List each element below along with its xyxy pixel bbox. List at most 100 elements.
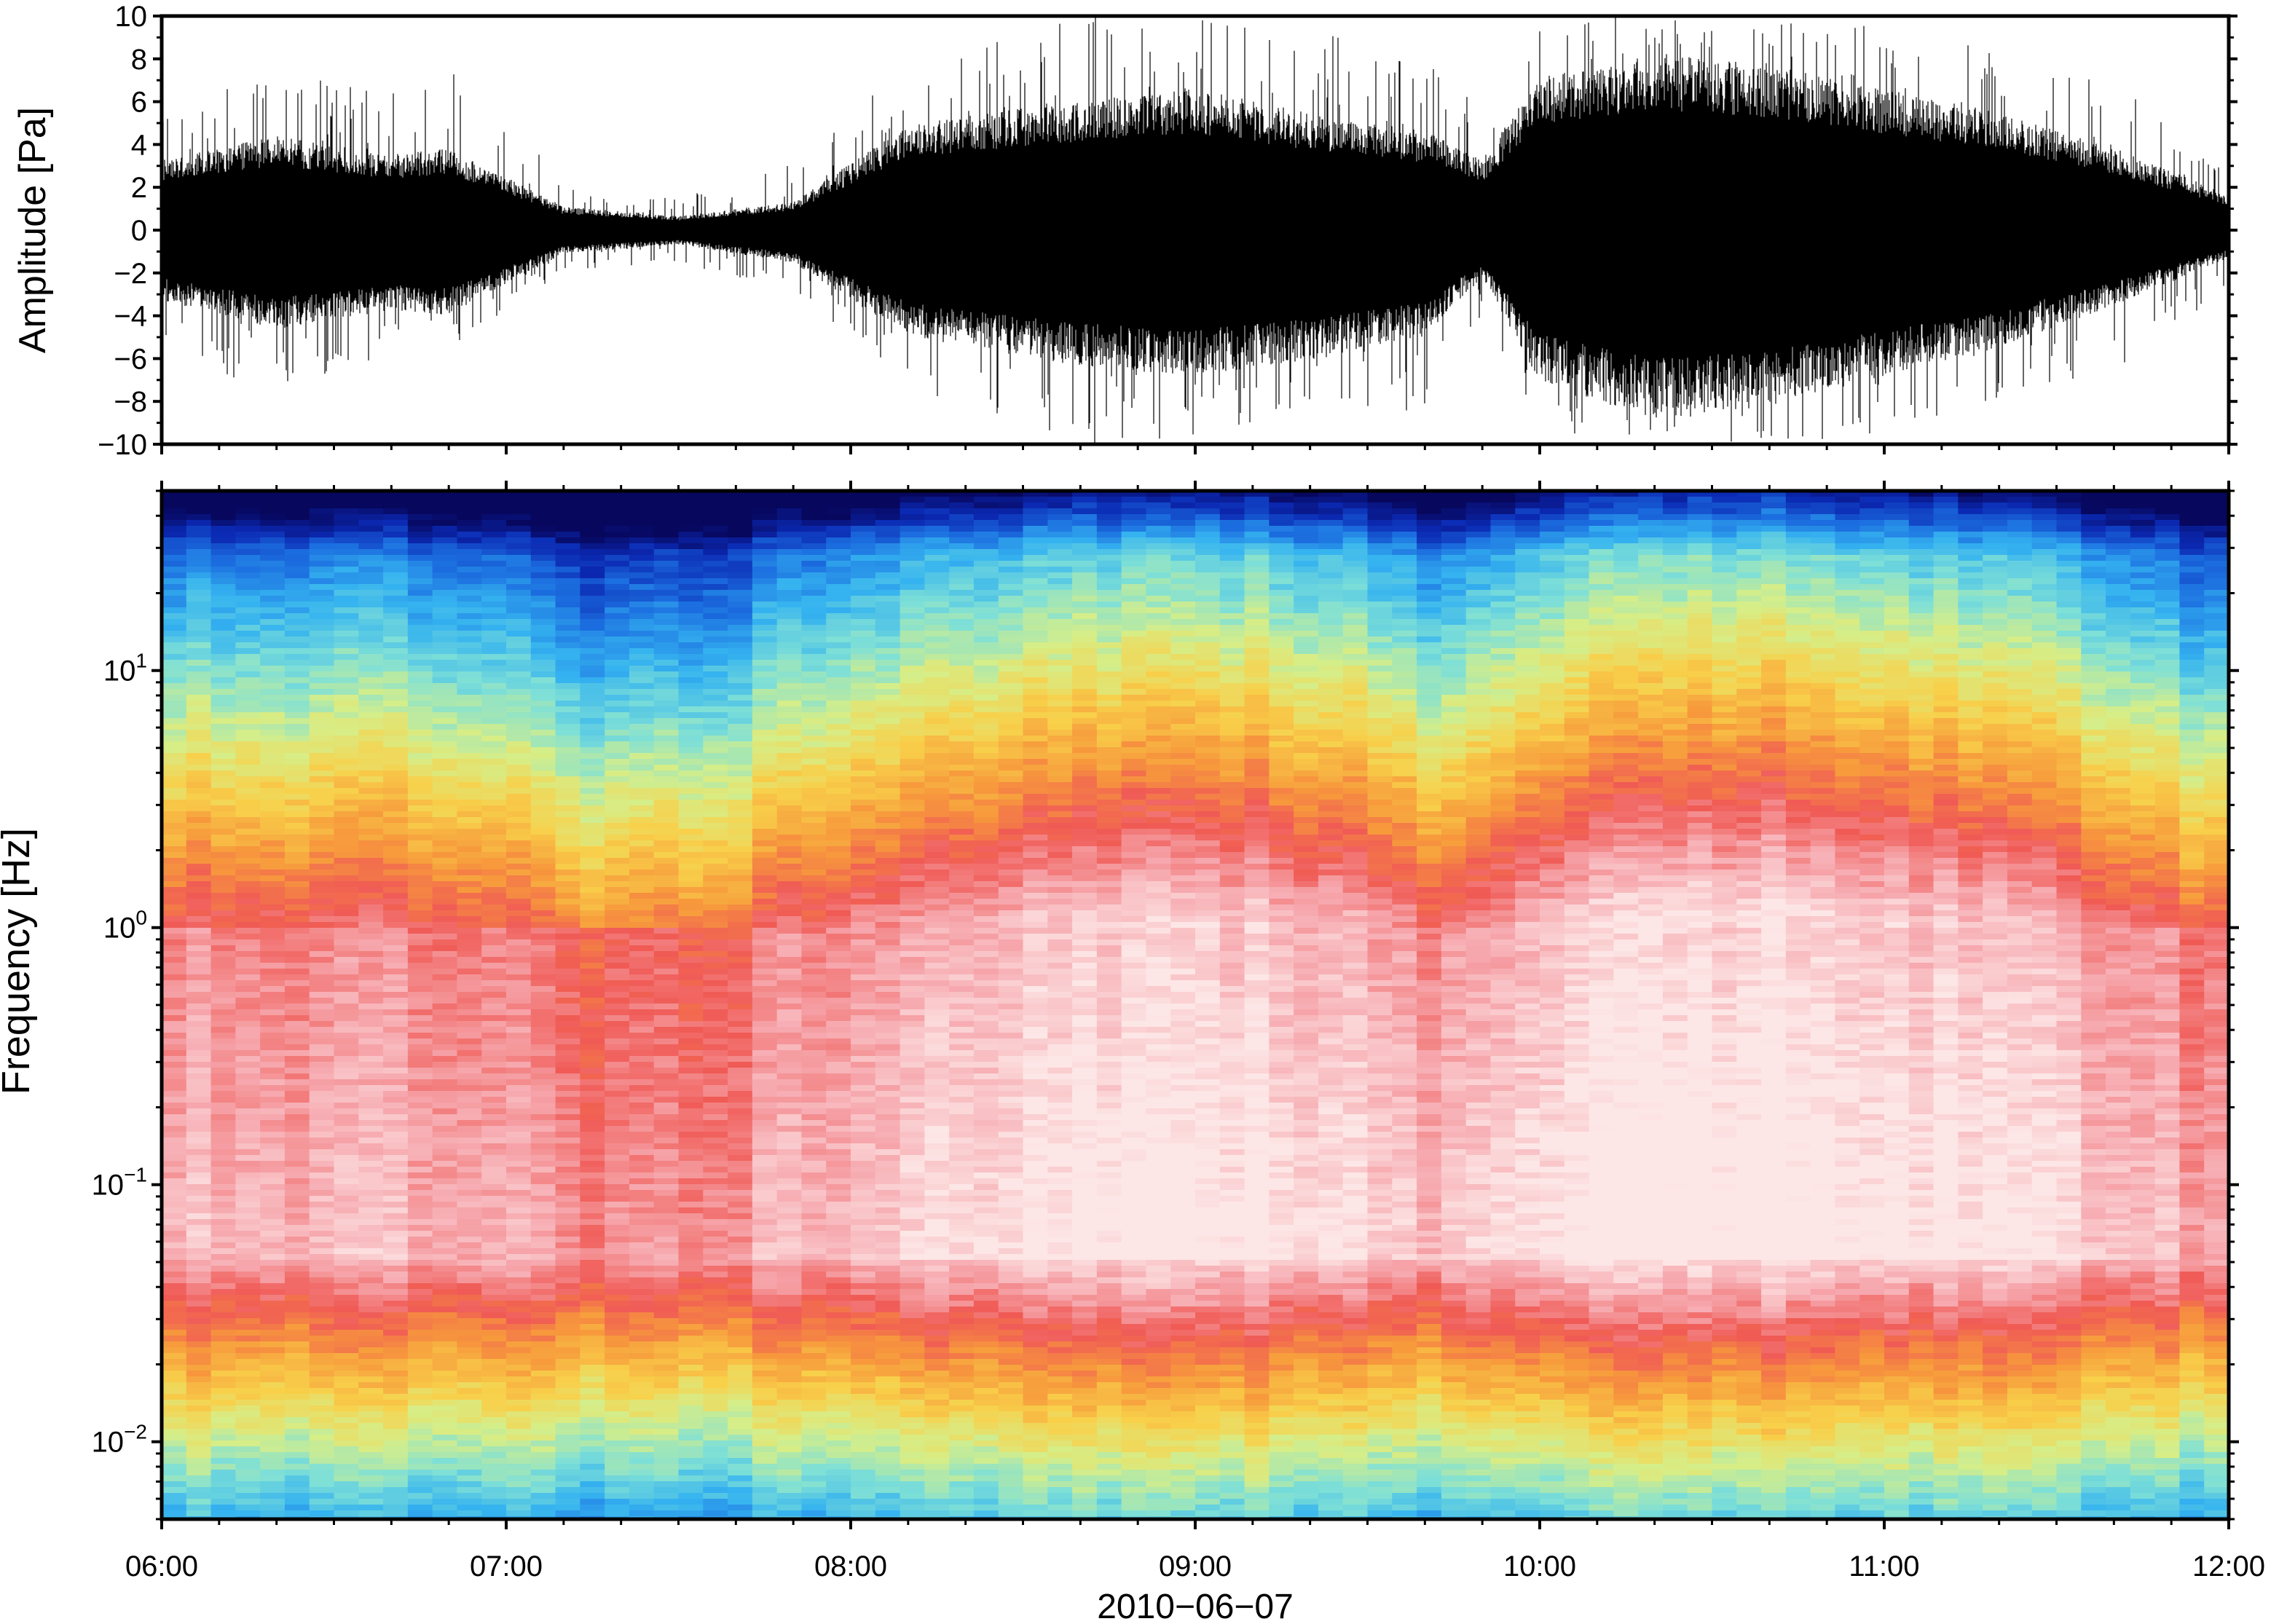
spectrogram-cell (334, 1365, 360, 1371)
spectrogram-cell (801, 1487, 827, 1494)
spectrogram-cell (678, 572, 704, 579)
spectrogram-cell (826, 695, 851, 701)
spectrogram-cell (162, 642, 187, 649)
spectrogram-cell (653, 1318, 680, 1325)
spectrogram-cell (260, 1295, 286, 1301)
spectrogram-cell (334, 998, 360, 1004)
spectrogram-cell (235, 497, 261, 503)
spectrogram-cell (457, 724, 483, 730)
spectrogram-cell (481, 602, 507, 608)
spectrogram-cell (260, 1423, 286, 1430)
spectrogram-cell (235, 1126, 261, 1132)
spectrogram-cell (186, 654, 212, 661)
spectrogram-cell (555, 782, 581, 789)
spectrogram-cell (678, 497, 704, 503)
spectrogram-cell (580, 508, 605, 515)
spectrogram-cell (629, 561, 655, 567)
spectrogram-cell (309, 974, 335, 981)
spectrogram-cell (284, 817, 310, 824)
spectrogram-cell (309, 636, 335, 643)
spectrogram-cell (678, 1225, 704, 1231)
spectrogram-cell (653, 805, 680, 812)
spectrogram-cell (457, 805, 483, 812)
spectrogram-cell (703, 671, 728, 678)
spectrogram-cell (555, 654, 581, 661)
spectrogram-cell (432, 1452, 458, 1459)
spectrogram-cell (629, 1406, 655, 1412)
spectrogram-cell (334, 1079, 360, 1086)
spectrogram-cell (653, 730, 680, 736)
spectrogram-cell (162, 712, 187, 719)
spectrogram-cell (260, 1184, 286, 1191)
spectrogram-cell (703, 1499, 728, 1505)
spectrogram-cell (407, 858, 433, 864)
spectrogram-cell (752, 1487, 778, 1494)
spectrogram-cell (506, 1044, 532, 1051)
spectrogram-cell (752, 1429, 778, 1435)
spectrogram-cell (728, 607, 753, 614)
spectrogram-cell (752, 1132, 778, 1138)
spectrogram-cell (530, 718, 556, 725)
spectrogram-cell (383, 561, 409, 567)
spectrogram-cell (776, 1138, 803, 1144)
spectrogram-cell (457, 1207, 483, 1214)
spectrogram-cell (260, 1301, 286, 1307)
spectrogram-cell (826, 788, 851, 795)
spectrogram-cell (407, 1073, 433, 1080)
spectrogram-cell (383, 858, 409, 864)
spectrogram-cell (629, 1242, 655, 1249)
spectrogram-cell (235, 963, 261, 969)
spectrogram-cell (605, 526, 630, 532)
spectrogram-cell (580, 514, 605, 521)
spectrogram-cell (801, 1126, 827, 1132)
spectrogram-cell (506, 747, 532, 754)
spectrogram-cell (752, 782, 778, 789)
spectrogram-cell (752, 555, 778, 561)
spectrogram-cell (284, 631, 310, 637)
spectrogram-cell (752, 753, 778, 760)
spectrogram-cell (481, 753, 507, 760)
spectrogram-cell (432, 1475, 458, 1482)
spectrogram-cell (309, 1056, 335, 1063)
spectrogram-cell (752, 1266, 778, 1272)
spectrogram-cell (309, 864, 335, 870)
spectrogram-cell (580, 776, 605, 783)
spectrogram-cell (605, 1487, 630, 1494)
spectrogram-cell (728, 1411, 753, 1418)
spectrogram-cell (530, 526, 556, 532)
spectrogram-cell (260, 1225, 286, 1231)
spectrogram-cell (284, 1330, 310, 1336)
spectrogram-cell (358, 584, 384, 591)
spectrogram-cell (284, 1324, 310, 1331)
spectrogram-cell (284, 666, 310, 672)
spectrogram-cell (481, 1336, 507, 1342)
spectrogram-cell (605, 1452, 630, 1459)
spectrogram-cell (383, 1336, 409, 1342)
spectrogram-cell (210, 520, 237, 527)
spectrogram-cell (826, 916, 851, 923)
spectrogram-cell (260, 910, 286, 917)
spectrogram-cell (358, 963, 384, 969)
spectrogram-cell (653, 1306, 680, 1313)
spectrogram-cell (407, 602, 433, 608)
spectrogram-cell (481, 730, 507, 736)
spectrogram-cell (826, 870, 851, 876)
spectrogram-cell (776, 1044, 803, 1051)
spectrogram-cell (678, 1132, 704, 1138)
spectrogram-cell (383, 1505, 409, 1511)
spectrogram-cell (580, 491, 605, 497)
spectrogram-cell (776, 1318, 803, 1325)
spectrogram-cell (530, 1044, 556, 1051)
spectrogram-cell (826, 724, 851, 730)
spectrogram-cell (358, 1190, 384, 1197)
spectrogram-cell (334, 1458, 360, 1465)
spectrogram-cell (530, 613, 556, 620)
spectrogram-cell (457, 1365, 483, 1371)
spectrogram-cell (481, 910, 507, 917)
spectrogram-cell (457, 1347, 483, 1354)
spectrogram-cell (703, 689, 728, 695)
spectrogram-cell (801, 1423, 827, 1430)
spectrogram-cell (728, 811, 753, 818)
spectrogram-cell (580, 642, 605, 649)
spectrogram-cell (605, 963, 630, 969)
